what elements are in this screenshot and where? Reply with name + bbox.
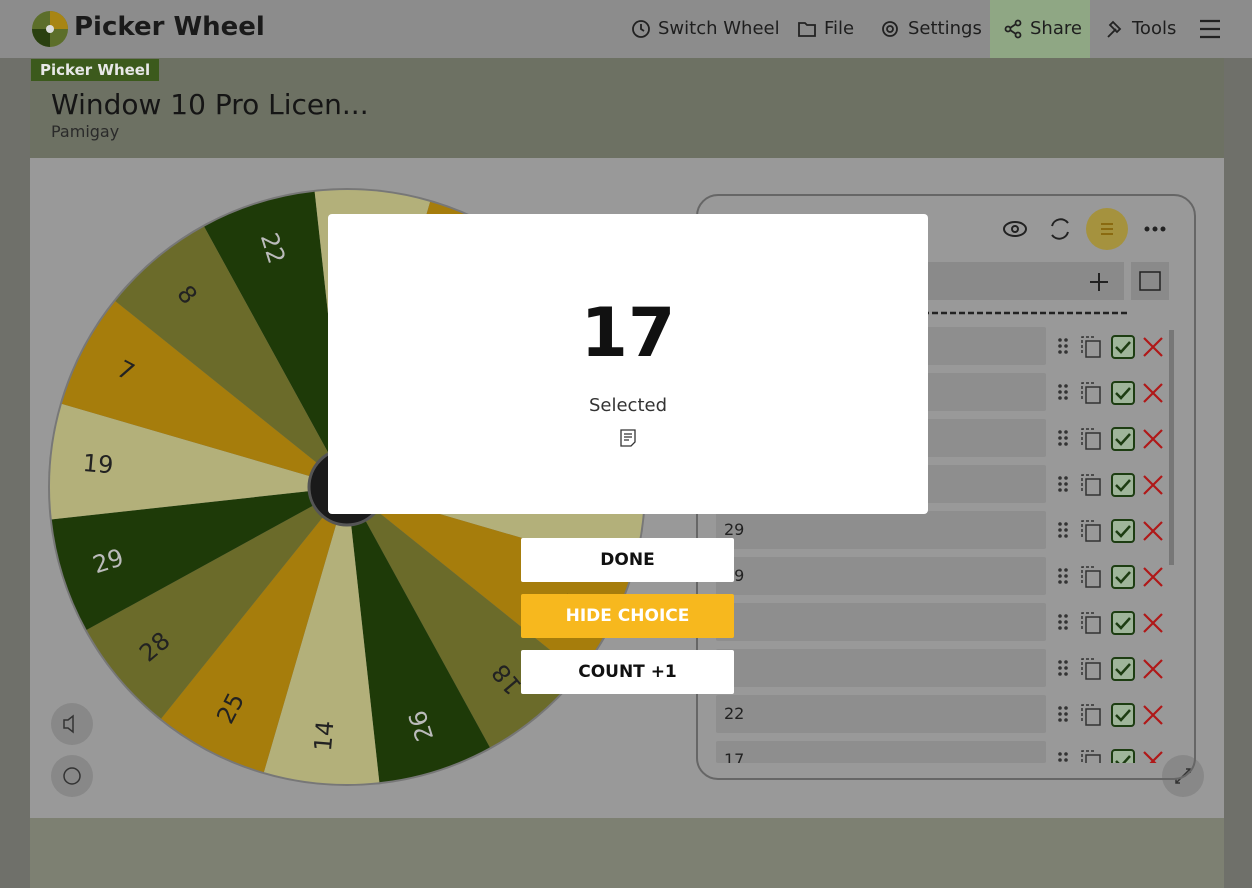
wheel-label: 19 [82, 449, 115, 480]
wheel-slice [86, 487, 347, 719]
count-button[interactable]: COUNT +1 [521, 650, 734, 694]
wheel-slice [263, 487, 380, 785]
title-band [30, 58, 1224, 158]
entry-actions[interactable] [1052, 561, 1167, 591]
entry-actions[interactable] [1052, 745, 1167, 763]
entry-actions[interactable] [1052, 423, 1167, 453]
entry-actions[interactable] [1052, 653, 1167, 683]
nav-settings[interactable]: Settings [908, 18, 982, 39]
result-caption: Selected [588, 395, 668, 416]
wheel-slice [50, 403, 348, 520]
entry-actions[interactable] [1052, 469, 1167, 499]
result-value: 17 [580, 294, 676, 373]
wheel-slice [51, 487, 348, 630]
nav-icons [632, 19, 1220, 39]
wheel-slice [115, 226, 348, 487]
footer-band [30, 818, 1224, 888]
tag: Picker Wheel [31, 59, 160, 81]
wheel-slice [204, 191, 347, 487]
entry-row[interactable]: 22 [716, 695, 1046, 733]
share-highlight [990, 0, 1090, 58]
entry-actions[interactable] [1052, 331, 1167, 361]
wheel-slice [161, 487, 347, 773]
hide-choice-button[interactable]: HIDE CHOICE [521, 594, 734, 638]
wheel-slice [347, 487, 490, 783]
image-button[interactable] [1131, 262, 1169, 300]
wheel-slice [347, 487, 579, 748]
nav-file[interactable]: File [824, 18, 855, 39]
nav-tools[interactable]: Tools [1132, 18, 1177, 39]
note-icon[interactable] [620, 429, 636, 447]
entry-row[interactable]: 19 [716, 557, 1046, 595]
wheel-subtitle: Pamigay [51, 122, 120, 141]
nav-share[interactable]: Share [1030, 18, 1082, 39]
entry-actions[interactable] [1052, 377, 1167, 407]
entry-row[interactable] [716, 649, 1046, 687]
entry-row[interactable]: 29 [716, 511, 1046, 549]
nav-switch-wheel[interactable]: Switch Wheel [658, 18, 780, 39]
logo-text[interactable]: Picker Wheel [74, 12, 265, 42]
done-button[interactable]: DONE [521, 538, 734, 582]
history-button[interactable] [51, 755, 93, 797]
wheel-label: 14 [309, 720, 340, 753]
result-modal: 17 Selected [328, 214, 928, 514]
entry-actions[interactable] [1052, 607, 1167, 637]
entry-actions[interactable] [1052, 515, 1167, 545]
wheel-title: Window 10 Pro Licen... [51, 88, 369, 121]
entry-row[interactable]: 17 [716, 741, 1046, 763]
sound-button[interactable] [51, 703, 93, 745]
entry-actions[interactable] [1052, 699, 1167, 729]
header: Picker Wheel Switch Wheel File Settings … [0, 0, 1252, 58]
entry-row[interactable] [716, 603, 1046, 641]
logo-icon [32, 11, 68, 47]
wheel-slice [61, 301, 347, 487]
